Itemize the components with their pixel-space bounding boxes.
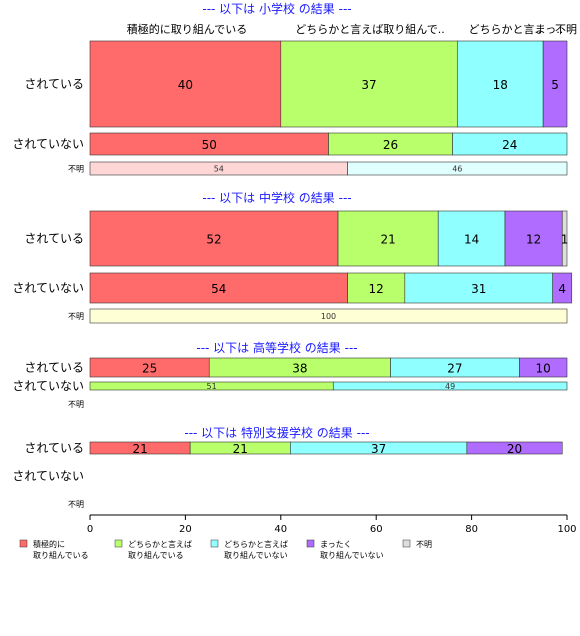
value-label-2-1-2: 49 [445, 382, 455, 391]
row-label-1-2: 不明 [68, 312, 84, 321]
top-label-1: どちらかと言えば取り組んで.. [295, 23, 444, 36]
row-label-3-1: されていない [12, 469, 84, 483]
bar-1-1-2 [404, 272, 553, 304]
legend-label-4-0: 不明 [416, 540, 432, 549]
group-title-3: --- 以下は 特別支援学校 の結果 --- [184, 425, 369, 440]
bar-1-0-3 [504, 210, 563, 267]
value-label-1-1-2: 31 [471, 282, 486, 296]
bar-1-1-1 [347, 272, 406, 304]
value-label-0-0-0: 40 [178, 78, 193, 92]
row-label-2-1: されていない [12, 379, 84, 393]
bar-1-0-1 [337, 210, 439, 267]
value-label-0-0-2: 18 [493, 78, 508, 92]
value-label-0-1-0: 50 [202, 138, 217, 152]
row-label-3-2: 不明 [68, 500, 84, 509]
value-label-3-0-2: 37 [371, 442, 386, 456]
row-label-0-2: 不明 [68, 165, 84, 174]
value-label-1-1-3: 4 [558, 282, 566, 296]
value-label-0-0-3: 5 [551, 78, 559, 92]
legend-label-0-1: 取り組んでいる [33, 550, 89, 560]
bar-0-0-1 [280, 40, 458, 128]
value-label-2-0-1: 38 [292, 362, 307, 376]
legend-swatch-1 [114, 539, 123, 548]
value-label-1-1-0: 54 [211, 282, 226, 296]
legend-swatch-3 [306, 539, 315, 548]
bar-1-1-3 [552, 272, 573, 304]
legend-swatch-4 [402, 539, 411, 548]
bar-3-0-3 [466, 441, 563, 455]
bar-1-0-0 [89, 210, 339, 267]
bar-0-0-3 [542, 40, 568, 128]
value-label-3-0-3: 20 [507, 442, 522, 456]
row-label-0-1: されていない [12, 137, 84, 151]
value-label-1-1-1: 12 [369, 282, 384, 296]
row-label-2-2: 不明 [68, 400, 84, 409]
value-label-1-0-2: 14 [464, 233, 479, 247]
legend-label-0-0: 積極的に [33, 539, 65, 549]
legend-label-3-1: 取り組んでいない [320, 550, 384, 560]
x-tick-label-3: 60 [370, 524, 383, 535]
top-label-2: どちらかと言.. [469, 23, 542, 36]
legend-label-2-0: どちらかと言えば [224, 539, 288, 549]
row-label-0-0: されている [24, 77, 84, 91]
bar-1-2-4 [89, 308, 568, 324]
value-label-1-2-4: 100 [321, 312, 336, 321]
value-label-0-1-2: 24 [502, 138, 517, 152]
x-tick-label-5: 100 [557, 524, 576, 535]
value-label-0-2-0: 54 [214, 165, 224, 174]
value-label-0-1-1: 26 [383, 138, 398, 152]
legend-label-3-0: まったく [320, 540, 352, 549]
value-label-2-0-3: 10 [536, 362, 551, 376]
x-tick-label-0: 0 [87, 524, 93, 535]
row-label-1-1: されていない [12, 281, 84, 295]
value-label-1-0-0: 52 [206, 233, 221, 247]
row-label-1-0: されている [24, 232, 84, 246]
value-label-0-0-1: 37 [361, 78, 376, 92]
x-tick-label-2: 40 [274, 524, 287, 535]
value-label-2-1-1: 51 [207, 382, 217, 391]
value-label-3-0-0: 21 [132, 442, 147, 456]
group-title-0: --- 以下は 小学校 の結果 --- [202, 1, 351, 16]
row-label-2-0: されている [24, 361, 84, 375]
group-title-1: --- 以下は 中学校 の結果 --- [202, 190, 351, 205]
value-label-1-0-3: 12 [526, 233, 541, 247]
bar-0-1-2 [452, 132, 568, 156]
value-label-1-0-1: 21 [380, 233, 395, 247]
value-label-2-0-0: 25 [142, 362, 157, 376]
row-label-3-0: されている [24, 441, 84, 455]
x-tick-label-1: 20 [179, 524, 192, 535]
legend-swatch-2 [210, 539, 219, 548]
bar-1-1-0 [89, 272, 348, 304]
legend-label-1-0: どちらかと言えば [128, 539, 192, 549]
bar-2-1-2 [332, 381, 568, 391]
group-title-2: --- 以下は 高等学校 の結果 --- [196, 340, 357, 355]
bar-2-0-3 [518, 357, 568, 378]
value-label-2-0-2: 27 [447, 362, 462, 376]
value-label-1-0-4: 1 [561, 233, 569, 247]
x-tick-label-4: 80 [465, 524, 478, 535]
legend-label-2-1: 取り組んでいない [224, 550, 288, 560]
legend-label-1-1: 取り組んでいる [128, 550, 184, 560]
legend-swatch-0 [19, 539, 28, 548]
top-label-4: 不明 [555, 23, 577, 36]
value-label-0-2-2: 46 [452, 165, 462, 174]
top-label-3: まっ.. [535, 23, 564, 36]
bar-0-2-2 [347, 161, 568, 176]
bar-1-0-4 [561, 210, 568, 267]
value-label-3-0-1: 21 [233, 442, 248, 456]
top-label-0: 積極的に取り組んでいる [127, 22, 247, 36]
